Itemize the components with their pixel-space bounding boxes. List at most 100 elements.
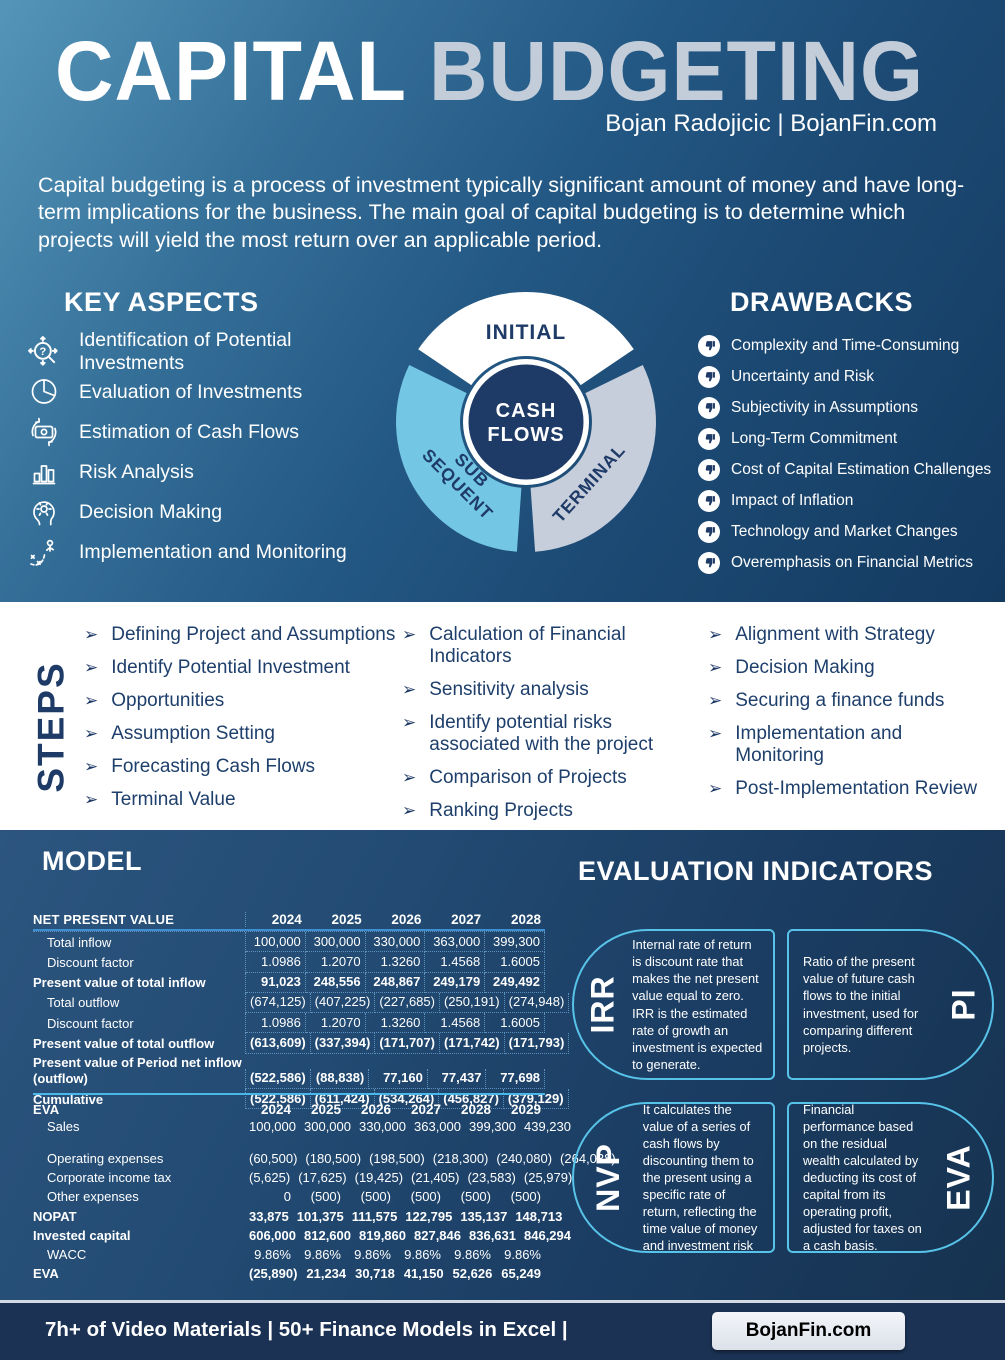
step-item: Forecasting Cash Flows: [84, 756, 402, 778]
evaluation-cards: IRR Internal rate of return is discount …: [572, 929, 994, 1253]
table-cell: (60,500): [249, 1150, 298, 1166]
table-cell: 1.0986: [246, 952, 306, 973]
table-row: Other expenses 0 (500) (500) (500) (500) (500…: [33, 1188, 545, 1207]
table-cell: 1.2070: [305, 1013, 366, 1034]
npv-table-title: NET PRESENT VALUE: [33, 912, 175, 927]
step-label: Alignment with Strategy: [735, 624, 935, 645]
wheel-segment-subsequent: [396, 365, 522, 552]
drawback-label: Long-Term Commitment: [731, 429, 898, 447]
table-cell: 9.86%: [254, 1247, 291, 1262]
arrow-bullet-icon: [708, 690, 722, 712]
arrow-bullet-icon: [84, 789, 98, 811]
step-item: Comparison of Projects: [402, 767, 708, 789]
step-item: Opportunities: [84, 690, 402, 712]
table-cell: (227,685): [375, 992, 440, 1013]
table-cell: 330,000: [365, 932, 426, 953]
table-row: Sales 100,000 300,000 330,000 363,000 399,30…: [33, 1117, 571, 1136]
step-label: Opportunities: [111, 690, 225, 712]
step-label: Defining Project and Assumptions: [111, 624, 396, 645]
thumbs-down-icon: [698, 458, 720, 481]
step-label: Post-Implementation Review: [735, 778, 978, 800]
row-cells: 606,000 812,600 819,860 827,846 836,631 846,2…: [245, 1226, 575, 1245]
table-cell: (17,625): [298, 1170, 347, 1185]
row-cells: 9.86% 9.86% 9.86% 9.86% 9.86% 9.86%: [245, 1246, 545, 1265]
table-cell: (180,500): [305, 1150, 362, 1166]
table-cell: 399,300: [469, 1118, 516, 1134]
table-cell: 77,698: [486, 1068, 546, 1089]
step-label: Terminal Value: [111, 789, 236, 811]
table-row: [33, 1136, 545, 1149]
drawback-item: Uncertainty and Risk: [698, 361, 1002, 392]
page-title-part1: CAPITAL: [55, 25, 430, 119]
drawback-label: Complexity and Time-Consuming: [731, 336, 960, 354]
wheel-center-circle: [468, 364, 584, 480]
year-header-cell: 2025: [331, 912, 362, 927]
arrow-bullet-icon: [402, 767, 416, 789]
row-cells: 33,875 101,375 111,575 122,795 135,137 148,71…: [245, 1207, 566, 1226]
irr-label-text: IRR: [584, 975, 621, 1034]
drawback-label: Subjectivity in Assumptions: [731, 398, 918, 416]
eva-table: EVA 2024 2025 2026 2027 2028 2029 Sales 100,0…: [33, 1093, 616, 1284]
table-cell: (218,300): [432, 1150, 489, 1166]
table-cell: 33,875: [249, 1208, 289, 1224]
arrow-bullet-icon: [84, 756, 98, 778]
drawbacks-list: Complexity and Time-Consuming Uncertaint…: [698, 330, 1002, 578]
step-label: Assumption Setting: [111, 723, 275, 745]
table-cell: 21,234: [306, 1266, 347, 1282]
step-item: Identify Potential Investment: [84, 657, 402, 679]
step-item: Decision Making: [708, 657, 994, 679]
head-gear-icon: [22, 495, 66, 529]
table-cell: (274,948): [504, 992, 570, 1013]
pi-label-text: PI: [945, 988, 982, 1021]
key-aspect-item: Evaluation of Investments: [22, 372, 388, 412]
table-cell: (25,979): [523, 1170, 573, 1185]
step-label: Forecasting Cash Flows: [111, 756, 316, 778]
table-cell: 836,631: [469, 1227, 516, 1243]
search-question-icon: ?: [22, 335, 66, 369]
drawback-item: Impact of Inflation: [698, 485, 1002, 516]
row-label: EVA: [33, 1266, 59, 1282]
wheel-segment-initial: [418, 291, 634, 386]
table-cell: 52,626: [452, 1266, 493, 1282]
strategy-path-icon: [22, 535, 66, 569]
table-row: WACC 9.86% 9.86% 9.86% 9.86% 9.86% 9.86%: [33, 1246, 545, 1265]
row-label: Invested capital: [33, 1227, 131, 1243]
steps-column-3: Alignment with Strategy Decision Making …: [708, 624, 994, 833]
arrow-bullet-icon: [708, 657, 722, 679]
table-row: Present value of Period net inflow (outf…: [33, 1054, 546, 1089]
npv-table-header: NET PRESENT VALUE 2024 2025 2026 2027 2028: [33, 912, 545, 931]
eva-table-title: EVA: [33, 1102, 60, 1117]
row-label: Cumulative: [33, 1091, 104, 1107]
key-aspect-label: Decision Making: [79, 500, 223, 523]
table-cell: 1.3260: [365, 952, 426, 973]
drawback-label: Cost of Capital Estimation Challenges: [731, 460, 992, 478]
bojanfin-button[interactable]: BojanFin.com: [712, 1312, 905, 1350]
eva-card: EVA Financial performance based on the r…: [787, 1102, 994, 1253]
thumbs-down-icon: [698, 396, 720, 419]
table-cell: (337,394): [310, 1033, 376, 1054]
drawback-item: Long-Term Commitment: [698, 423, 1002, 454]
year-header-cell: 2024: [271, 912, 302, 927]
table-cell: 1.3260: [365, 1013, 426, 1034]
row-label: Operating expenses: [47, 1150, 164, 1166]
key-aspect-item: Decision Making: [22, 492, 388, 532]
key-aspects-heading: KEY ASPECTS: [64, 287, 259, 317]
key-aspects-section: KEY ASPECTS ? Identification of Potentia…: [22, 287, 388, 572]
thumbs-down-icon: [698, 520, 720, 543]
row-label: Sales: [47, 1118, 80, 1134]
row-cells: 91,023 248,556 248,867 249,179 249,492: [245, 972, 545, 993]
eva-card-text: Financial performance based on the resid…: [803, 1101, 922, 1254]
model-heading: MODEL: [42, 846, 142, 876]
step-label: Comparison of Projects: [429, 767, 627, 789]
step-label: Identify potential risks associated with…: [429, 712, 654, 756]
step-item: Terminal Value: [84, 789, 402, 811]
drawback-item: Subjectivity in Assumptions: [698, 392, 1002, 423]
table-cell: 819,860: [359, 1227, 406, 1243]
steps-columns: Defining Project and Assumptions Identif…: [84, 624, 999, 833]
step-item: Post-Implementation Review: [708, 778, 994, 800]
arrow-bullet-icon: [708, 624, 722, 646]
table-cell: (21,405): [411, 1170, 460, 1185]
table-row: Discount factor 1.0986 1.2070 1.3260 1.4568…: [33, 952, 545, 973]
key-aspect-label: Identification of Potential Investments: [79, 329, 292, 374]
step-item: Identify potential risks associated with…: [402, 712, 708, 756]
